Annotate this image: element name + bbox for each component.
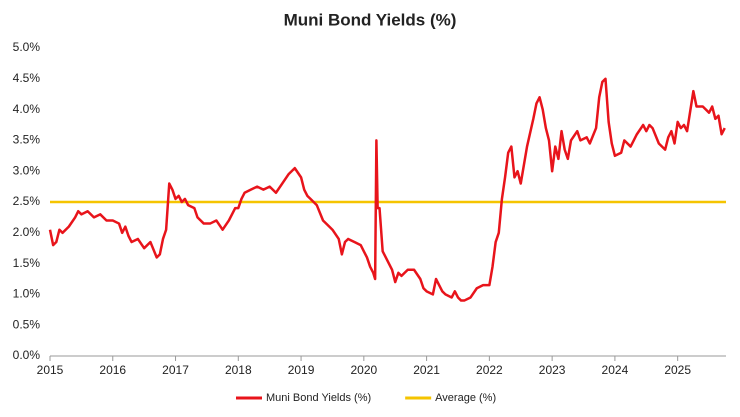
x-tick-label: 2024 xyxy=(602,363,629,377)
legend-label: Average (%) xyxy=(435,392,496,404)
y-tick-label: 1.0% xyxy=(13,287,41,301)
y-tick-label: 4.5% xyxy=(13,71,41,85)
x-tick-label: 2021 xyxy=(413,363,440,377)
series-line xyxy=(48,77,726,302)
x-tick-label: 2023 xyxy=(539,363,566,377)
chart-title: Muni Bond Yields (%) xyxy=(284,10,457,29)
y-tick-label: 0.5% xyxy=(13,317,41,331)
x-tick-label: 2022 xyxy=(476,363,503,377)
x-tick-label: 2018 xyxy=(225,363,252,377)
x-tick-label: 2025 xyxy=(664,363,691,377)
x-tick-label: 2019 xyxy=(288,363,315,377)
y-tick-label: 2.0% xyxy=(13,225,41,239)
y-tick-label: 4.0% xyxy=(13,102,41,116)
x-tick-label: 2015 xyxy=(37,363,64,377)
y-tick-label: 3.0% xyxy=(13,163,41,177)
y-tick-label: 0.0% xyxy=(13,348,41,362)
x-tick-label: 2016 xyxy=(99,363,126,377)
y-tick-label: 5.0% xyxy=(13,40,41,54)
y-tick-label: 2.5% xyxy=(13,194,41,208)
x-tick-label: 2017 xyxy=(162,363,189,377)
y-tick-label: 1.5% xyxy=(13,256,41,270)
x-tick-label: 2020 xyxy=(350,363,377,377)
y-tick-label: 3.5% xyxy=(13,133,41,147)
legend-label: Muni Bond Yields (%) xyxy=(266,392,371,404)
